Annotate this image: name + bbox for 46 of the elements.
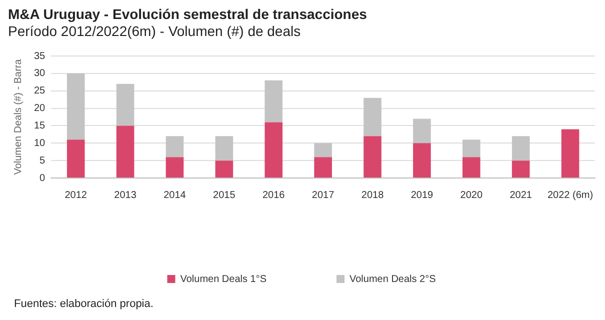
x-tick-label: 2017 xyxy=(312,190,335,201)
bar xyxy=(116,84,134,126)
bar xyxy=(364,98,382,136)
legend-label: Volumen Deals 1°S xyxy=(180,274,267,285)
y-tick-label: 20 xyxy=(34,103,46,114)
bar xyxy=(512,136,530,161)
x-tick-label: 2018 xyxy=(361,190,384,201)
x-tick-label: 2020 xyxy=(460,190,483,201)
bar xyxy=(166,157,184,178)
chart-title: M&A Uruguay - Evolución semestral de transacciones xyxy=(8,6,367,22)
x-tick-label: 2014 xyxy=(164,190,186,201)
bar xyxy=(166,136,184,158)
y-tick-label: 10 xyxy=(34,138,46,149)
bar xyxy=(314,143,332,158)
y-tick-label: 5 xyxy=(40,155,46,166)
bar xyxy=(264,80,283,122)
x-tick-label: 2019 xyxy=(410,190,434,201)
bar xyxy=(364,136,382,178)
y-axis-title: Volumen Deals (#) - Barra xyxy=(12,58,24,175)
x-tick-label: 2022 (6m) xyxy=(547,190,594,201)
x-tick-label: 2013 xyxy=(114,190,137,201)
bar xyxy=(215,136,234,161)
x-tick-label: 2012 xyxy=(64,190,88,201)
y-tick-label: 35 xyxy=(34,50,46,62)
bar xyxy=(116,126,134,178)
source-note: Fuentes: elaboración propia. xyxy=(14,298,154,310)
x-tick-label: 2016 xyxy=(262,190,286,201)
bar xyxy=(66,140,85,178)
y-tick-label: 15 xyxy=(34,120,46,132)
y-tick-label: 0 xyxy=(40,172,46,184)
bar xyxy=(264,122,283,178)
y-tick-label: 30 xyxy=(34,68,46,80)
bar xyxy=(215,160,234,178)
bar xyxy=(512,160,530,178)
y-tick-label: 25 xyxy=(34,86,46,97)
bar xyxy=(314,157,332,178)
chart-subtitle: Período 2012/2022(6m) - Volumen (#) de deals xyxy=(8,23,301,39)
bar xyxy=(413,118,431,144)
x-tick-label: 2021 xyxy=(510,190,532,201)
bar xyxy=(462,140,480,158)
legend-label: Volumen Deals 2°S xyxy=(350,274,436,285)
bar xyxy=(462,157,480,178)
x-tick-label: 2015 xyxy=(213,190,236,201)
bar xyxy=(561,129,580,178)
bar xyxy=(66,73,85,140)
bar xyxy=(413,143,431,178)
